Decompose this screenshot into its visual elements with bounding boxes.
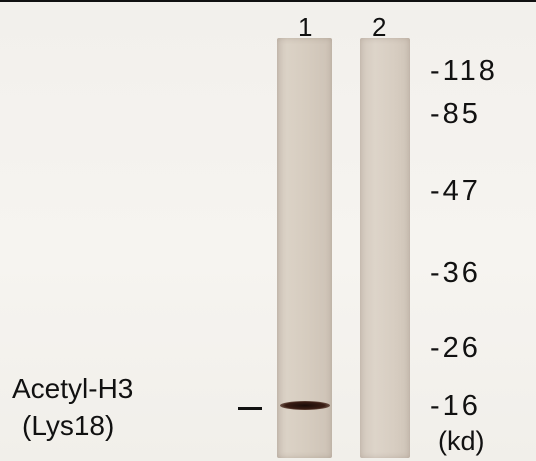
band-indicator-dash <box>238 407 262 410</box>
marker-16: -16 <box>430 390 481 422</box>
lane-1 <box>277 38 332 458</box>
marker-36: -36 <box>430 257 481 289</box>
lane-2 <box>360 38 410 458</box>
marker-26: -26 <box>430 332 481 364</box>
protein-site: (Lys18) <box>22 410 115 441</box>
protein-name: Acetyl-H3 <box>12 373 134 404</box>
lane-2-label: 2 <box>372 12 387 42</box>
lane-1-label: 1 <box>298 12 313 42</box>
marker-118: -118 <box>430 55 498 87</box>
marker-47: -47 <box>430 175 481 207</box>
unit-label: (kd) <box>438 426 485 456</box>
protein-band-lane-1 <box>280 401 330 410</box>
marker-85: -85 <box>430 98 481 130</box>
